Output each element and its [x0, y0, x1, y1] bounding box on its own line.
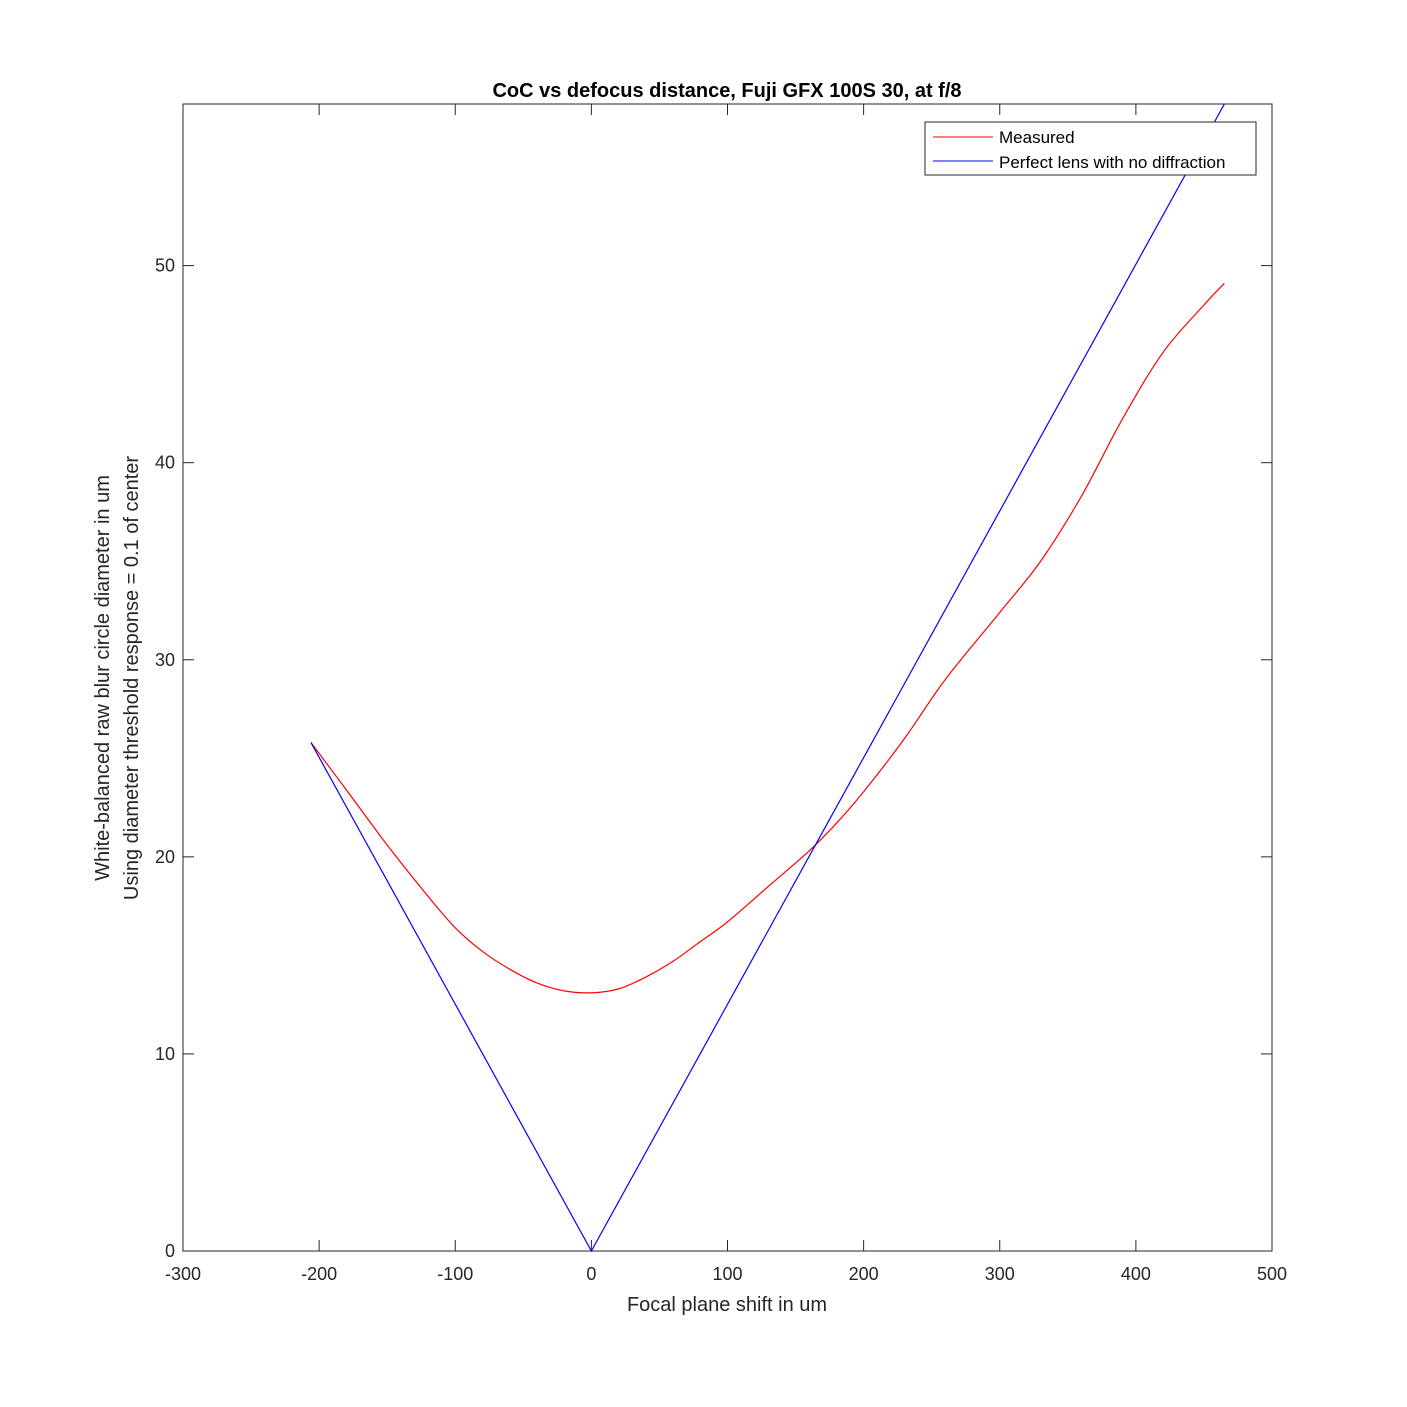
y-tick-label: 30: [155, 650, 175, 670]
legend-label-perfect-lens: Perfect lens with no diffraction: [999, 153, 1225, 172]
y-tick-label: 50: [155, 256, 175, 276]
ticks-layer: -300 -200 -100 0 100 200 300 400 500 0 10 20 30 40 50: [155, 104, 1287, 1284]
legend: Measured Perfect lens with no diffractio…: [924, 121, 1257, 176]
y-tick-label: 20: [155, 847, 175, 867]
x-tick-label: -200: [301, 1264, 337, 1284]
x-tick-label: -300: [165, 1264, 201, 1284]
y-tick-label: 10: [155, 1044, 175, 1064]
series-line-measured: [310, 282, 1225, 994]
plot-area: [182, 103, 1273, 1252]
y-axis-label-line1: White-balanced raw blur circle diameter …: [92, 475, 114, 881]
x-tick-label: 500: [1257, 1264, 1287, 1284]
y-tick-label: 40: [155, 453, 175, 473]
y-axis-label-line2: Using diameter threshold response = 0.1 …: [121, 456, 143, 900]
x-tick-label: 100: [712, 1264, 742, 1284]
series-line-perfect-lens: [310, 103, 1225, 1253]
series-layer: [310, 103, 1225, 1253]
x-tick-label: 200: [849, 1264, 879, 1284]
chart-title: CoC vs defocus distance, Fuji GFX 100S 3…: [492, 80, 961, 102]
legend-box: [924, 121, 1257, 176]
x-tick-label: 0: [586, 1264, 596, 1284]
x-axis-label: Focal plane shift in um: [627, 1294, 827, 1316]
x-tick-label: 300: [985, 1264, 1015, 1284]
x-tick-label: -100: [437, 1264, 473, 1284]
legend-label-measured: Measured: [999, 128, 1075, 147]
y-tick-label: 0: [165, 1241, 175, 1261]
x-tick-label: 400: [1121, 1264, 1151, 1284]
